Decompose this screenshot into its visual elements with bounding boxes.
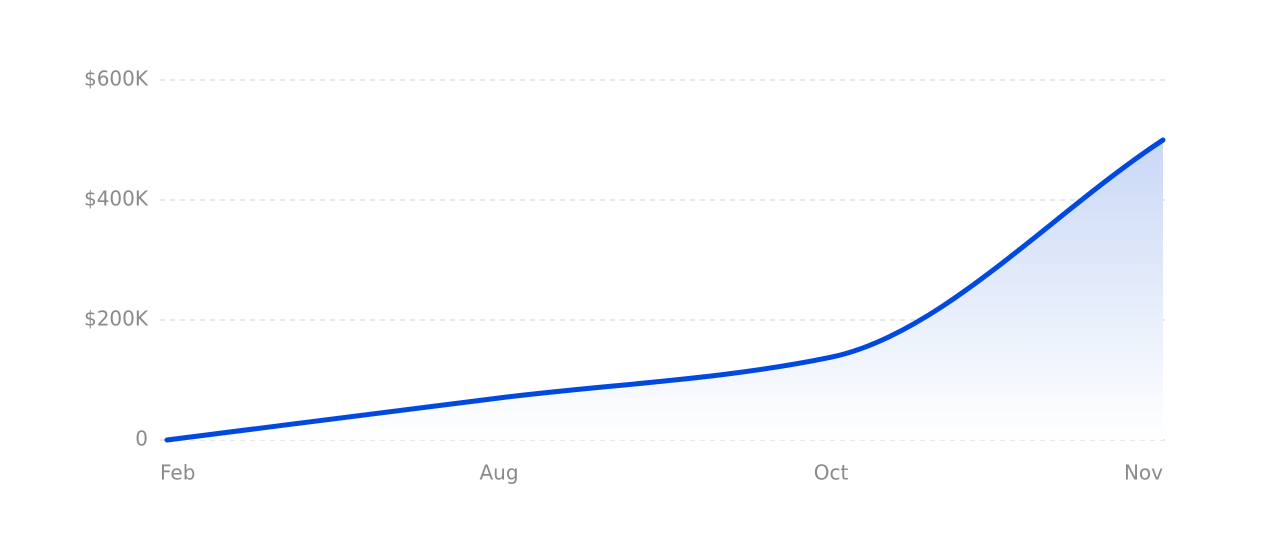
x-tick-label: Feb [160, 461, 195, 485]
y-tick-label: 0 [135, 427, 148, 451]
y-tick-label: $600K [84, 67, 149, 91]
y-tick-label: $400K [84, 187, 149, 211]
line [164, 137, 1166, 443]
x-tick-label: Oct [814, 461, 849, 485]
x-tick-label: Aug [479, 461, 518, 485]
area-fill [167, 140, 1163, 440]
y-tick-label: $200K [84, 307, 149, 331]
x-tick-label: Nov [1124, 461, 1163, 485]
